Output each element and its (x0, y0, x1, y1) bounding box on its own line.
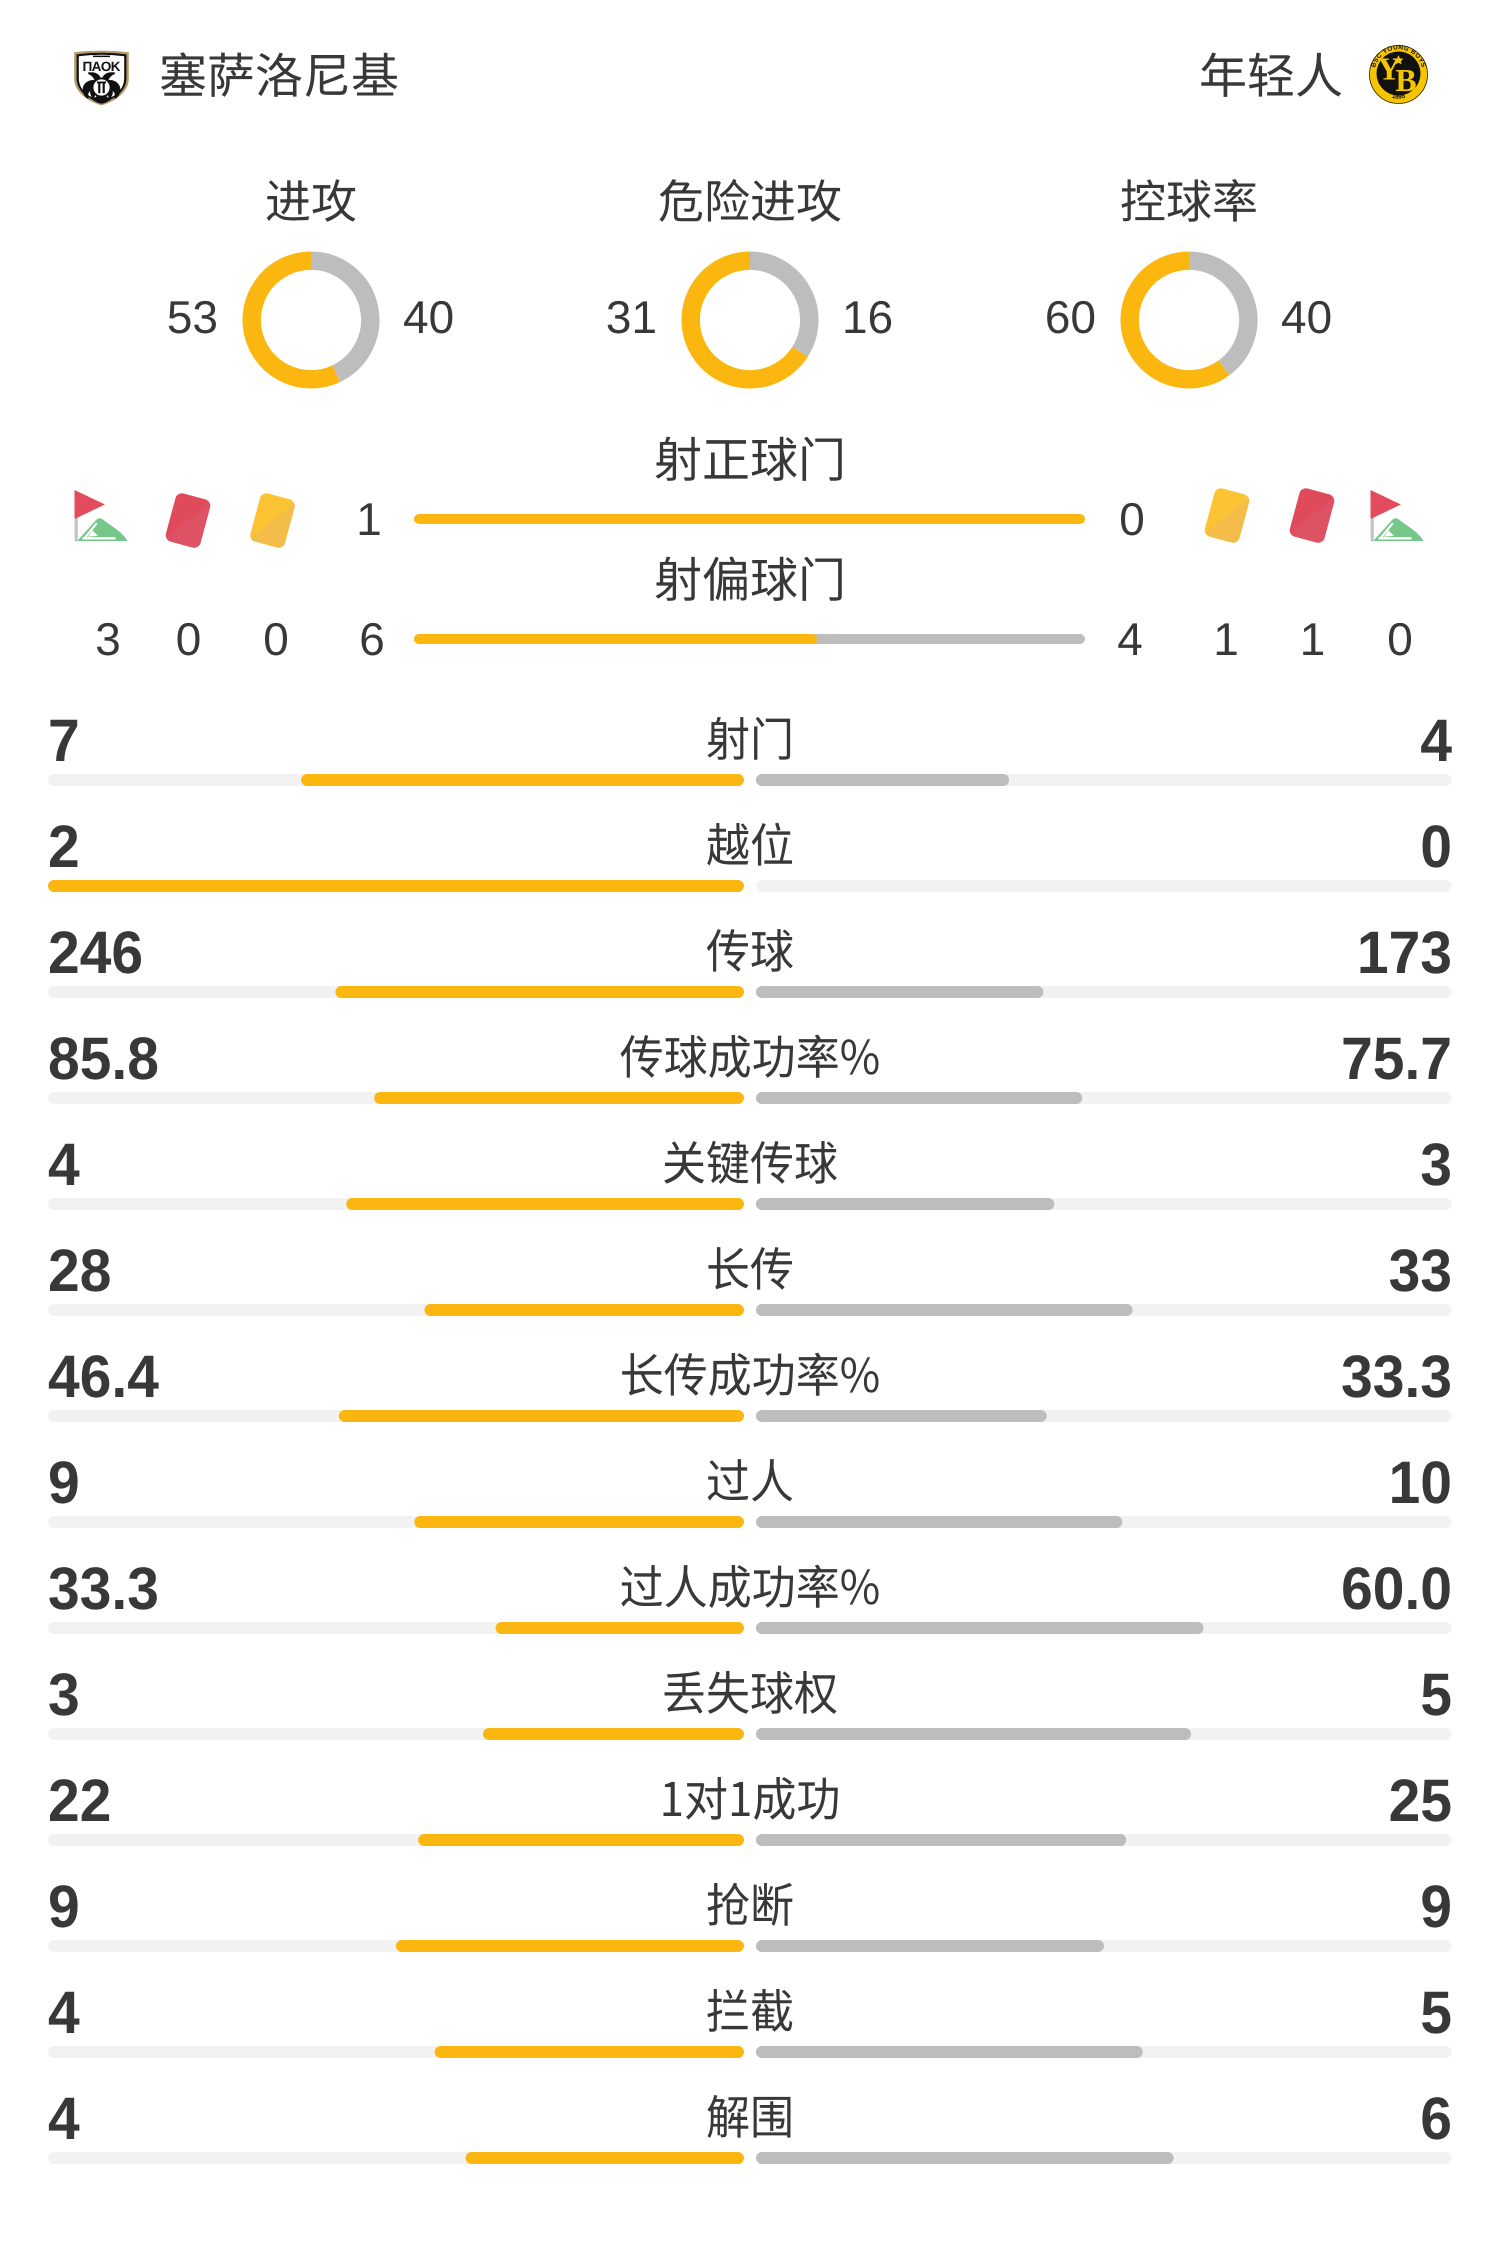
svg-text:1895: 1895 (1391, 93, 1406, 101)
